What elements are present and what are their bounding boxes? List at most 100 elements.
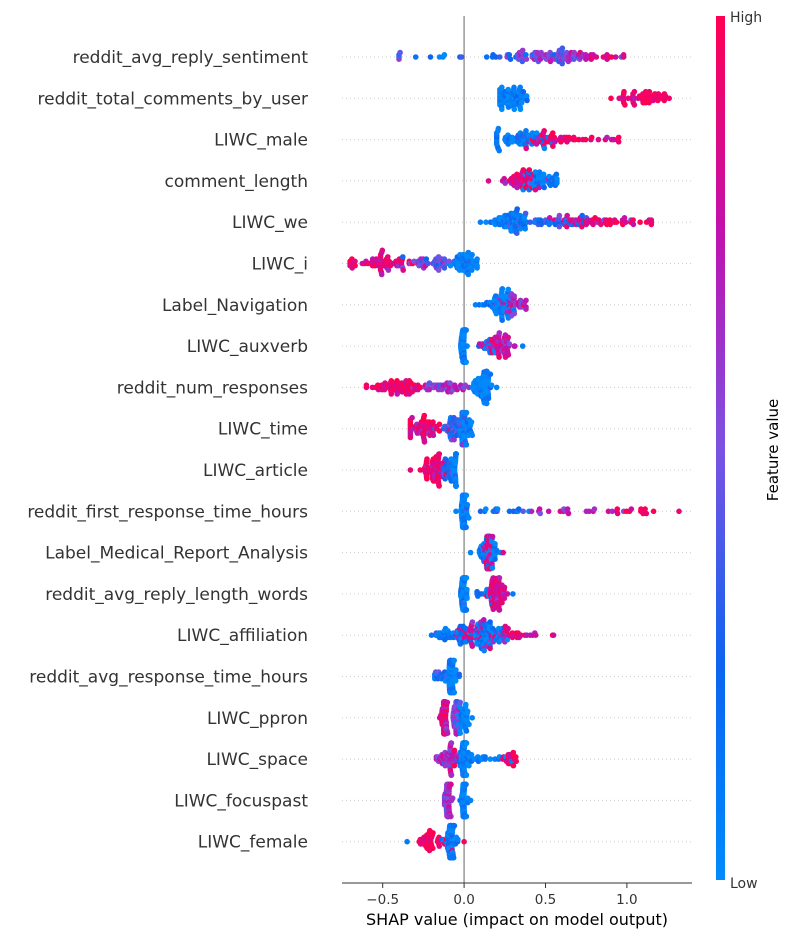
shap-point xyxy=(451,436,457,443)
shap-point xyxy=(496,354,502,360)
shap-point xyxy=(436,843,443,849)
shap-point xyxy=(564,223,570,230)
shap-point xyxy=(463,781,469,788)
shap-point xyxy=(532,632,539,638)
shap-point xyxy=(604,134,610,141)
shap-point xyxy=(457,730,464,736)
shap-point xyxy=(514,230,520,236)
shap-point xyxy=(451,657,458,664)
shap-point xyxy=(504,591,511,597)
shap-point xyxy=(643,510,650,517)
shap-point xyxy=(444,730,451,736)
shap-point xyxy=(514,171,520,178)
shap-point xyxy=(379,247,386,254)
feature-label: LIWC_focuspast xyxy=(174,791,308,811)
shap-point xyxy=(461,838,467,845)
shap-point xyxy=(613,219,620,225)
shap-point xyxy=(628,506,635,512)
feature-label: reddit_avg_response_time_hours xyxy=(29,668,308,688)
shap-point xyxy=(463,441,470,448)
feature-label: LIWC_male xyxy=(214,131,308,151)
shap-point xyxy=(463,701,469,708)
shap-point xyxy=(436,451,443,457)
shap-point xyxy=(495,125,502,132)
shap-point xyxy=(533,141,540,147)
shap-point xyxy=(493,384,500,391)
shap-point xyxy=(676,508,682,515)
shap-point xyxy=(499,317,506,324)
shap-point xyxy=(463,728,470,734)
shap-point xyxy=(625,95,631,102)
shap-point xyxy=(469,619,476,625)
shap-point xyxy=(550,130,556,136)
feature-label: LIWC_article xyxy=(203,461,308,481)
feature-label: comment_length xyxy=(165,172,308,192)
shap-point xyxy=(510,762,517,769)
shap-point xyxy=(523,93,530,99)
shap-point xyxy=(468,751,475,758)
shap-point xyxy=(463,492,470,499)
shap-point xyxy=(541,145,548,152)
shap-point xyxy=(467,549,474,556)
shap-point xyxy=(646,99,652,106)
shap-point xyxy=(463,327,470,333)
shap-point xyxy=(492,556,498,562)
shap-point xyxy=(554,175,560,182)
colorbar-high-label: High xyxy=(730,10,762,26)
x-axis-title: SHAP value (impact on model output) xyxy=(366,910,668,929)
shap-point xyxy=(489,533,496,540)
shap-point xyxy=(550,632,557,638)
shap-point xyxy=(441,265,448,271)
shap-point xyxy=(394,391,401,397)
shap-point xyxy=(540,171,547,178)
shap-point xyxy=(436,421,443,428)
shap-point xyxy=(446,258,452,265)
shap-point xyxy=(546,221,552,228)
shap-point xyxy=(591,506,598,512)
shap-point xyxy=(430,432,437,439)
shap-point xyxy=(483,506,489,512)
shap-point xyxy=(417,384,424,391)
shap-point xyxy=(583,52,589,58)
shap-point xyxy=(385,254,391,260)
shap-point xyxy=(456,671,463,678)
shap-point xyxy=(441,256,448,262)
shap-point xyxy=(469,432,476,439)
shap-point xyxy=(469,251,475,258)
shap-point xyxy=(463,524,469,531)
shap-point xyxy=(449,795,456,801)
shap-point xyxy=(388,378,395,384)
shap-point xyxy=(483,400,490,407)
shap-point xyxy=(537,510,543,517)
shap-point xyxy=(511,106,518,113)
shap-point xyxy=(496,575,503,581)
shap-point xyxy=(435,267,442,273)
shap-point xyxy=(441,52,448,58)
shap-point xyxy=(538,49,544,56)
shap-point xyxy=(474,265,480,271)
shap-point xyxy=(514,184,520,191)
colorbar-low-label: Low xyxy=(730,876,758,892)
shap-point xyxy=(487,371,494,378)
shap-point xyxy=(493,547,500,554)
shap-point xyxy=(400,254,406,260)
shap-point xyxy=(466,515,472,521)
shap-point xyxy=(424,456,430,462)
shap-point xyxy=(513,754,519,760)
feature-label: Label_Medical_Report_Analysis xyxy=(45,544,308,564)
shap-point xyxy=(463,740,470,746)
shap-point xyxy=(642,506,648,512)
shap-point xyxy=(452,382,458,389)
shap-point xyxy=(501,595,508,602)
shap-point xyxy=(467,797,474,804)
shap-point xyxy=(468,419,475,425)
shap-point xyxy=(464,708,471,714)
shap-points xyxy=(347,45,682,861)
shap-point xyxy=(451,762,458,769)
shap-point xyxy=(451,822,458,829)
shap-point xyxy=(666,95,672,102)
shap-point xyxy=(513,758,519,765)
shap-point xyxy=(648,221,655,228)
shap-point xyxy=(396,56,402,62)
shap-point xyxy=(637,219,643,225)
